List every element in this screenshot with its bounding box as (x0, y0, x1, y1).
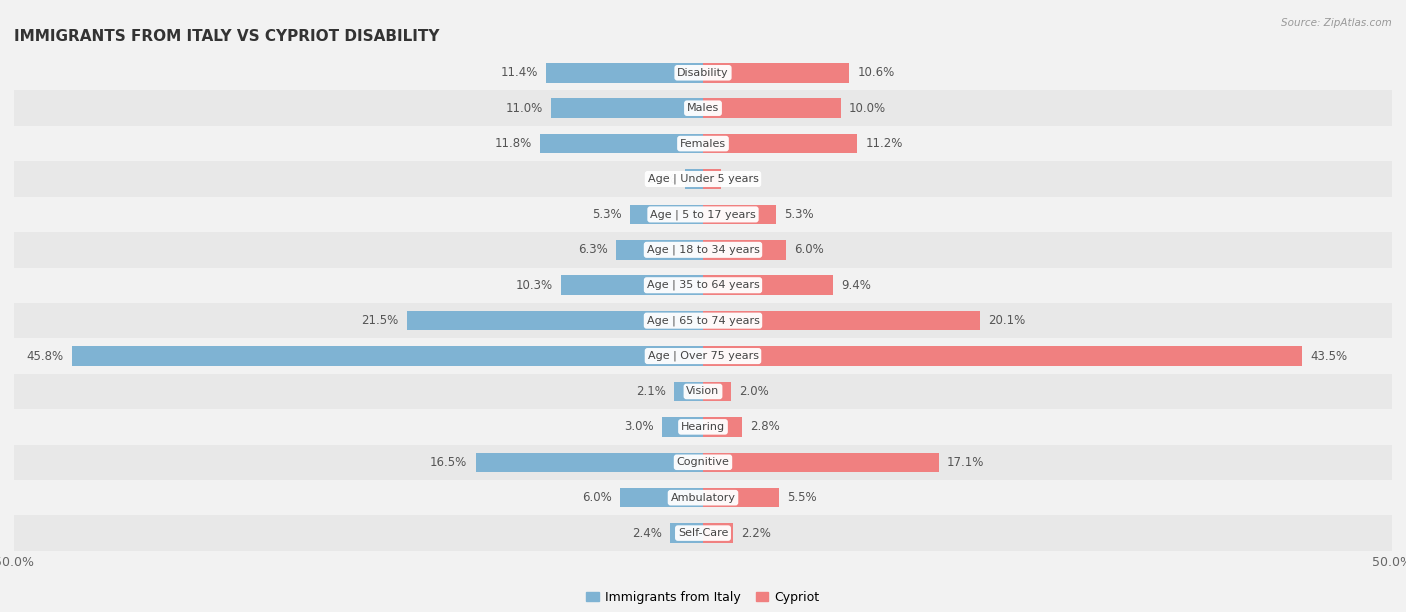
Bar (703, 311, 980, 330)
Bar (703, 170, 721, 188)
Text: Age | 65 to 74 years: Age | 65 to 74 years (647, 315, 759, 326)
Text: 6.3%: 6.3% (578, 244, 607, 256)
Bar (630, 204, 703, 224)
Bar (14, 338, 1392, 374)
Text: 2.8%: 2.8% (749, 420, 779, 433)
Text: 10.3%: 10.3% (516, 278, 553, 292)
Text: 1.3%: 1.3% (730, 173, 759, 185)
Bar (662, 417, 703, 436)
Bar (703, 240, 786, 259)
Text: Age | 18 to 34 years: Age | 18 to 34 years (647, 245, 759, 255)
Bar (14, 374, 1392, 409)
Text: Age | Under 5 years: Age | Under 5 years (648, 174, 758, 184)
Text: Disability: Disability (678, 68, 728, 78)
Bar (14, 409, 1392, 444)
Bar (669, 523, 703, 543)
Bar (703, 452, 939, 472)
Text: 21.5%: 21.5% (361, 314, 398, 327)
Text: 9.4%: 9.4% (841, 278, 870, 292)
Text: 5.3%: 5.3% (785, 208, 814, 221)
Bar (703, 417, 741, 436)
Bar (703, 134, 858, 154)
Text: 11.8%: 11.8% (495, 137, 531, 150)
Text: 11.0%: 11.0% (506, 102, 543, 114)
Bar (673, 382, 703, 401)
Bar (561, 275, 703, 295)
Bar (703, 488, 779, 507)
Bar (703, 275, 832, 295)
Bar (685, 170, 703, 188)
Text: Self-Care: Self-Care (678, 528, 728, 538)
Text: 20.1%: 20.1% (988, 314, 1025, 327)
Text: 43.5%: 43.5% (1310, 349, 1348, 362)
Text: 6.0%: 6.0% (582, 491, 612, 504)
Text: Age | 35 to 64 years: Age | 35 to 64 years (647, 280, 759, 291)
Bar (14, 126, 1392, 162)
Text: 6.0%: 6.0% (794, 244, 824, 256)
Text: 2.4%: 2.4% (631, 526, 662, 540)
Text: Ambulatory: Ambulatory (671, 493, 735, 502)
Bar (14, 232, 1392, 267)
Bar (14, 303, 1392, 338)
Legend: Immigrants from Italy, Cypriot: Immigrants from Italy, Cypriot (581, 586, 825, 609)
Text: IMMIGRANTS FROM ITALY VS CYPRIOT DISABILITY: IMMIGRANTS FROM ITALY VS CYPRIOT DISABIL… (14, 29, 440, 44)
Bar (475, 452, 703, 472)
Bar (14, 267, 1392, 303)
Bar (14, 162, 1392, 196)
Bar (703, 63, 849, 83)
Text: 1.3%: 1.3% (647, 173, 676, 185)
Bar (14, 444, 1392, 480)
Bar (406, 311, 703, 330)
Bar (703, 382, 731, 401)
Text: 5.3%: 5.3% (592, 208, 621, 221)
Bar (546, 63, 703, 83)
Text: 45.8%: 45.8% (27, 349, 63, 362)
Text: Age | 5 to 17 years: Age | 5 to 17 years (650, 209, 756, 220)
Bar (14, 515, 1392, 551)
Text: Age | Over 75 years: Age | Over 75 years (648, 351, 758, 361)
Bar (703, 204, 776, 224)
Text: Males: Males (688, 103, 718, 113)
Bar (14, 55, 1392, 91)
Bar (14, 196, 1392, 232)
Text: 10.6%: 10.6% (858, 66, 894, 80)
Text: 3.0%: 3.0% (624, 420, 654, 433)
Bar (703, 99, 841, 118)
Text: 17.1%: 17.1% (946, 456, 984, 469)
Bar (551, 99, 703, 118)
Text: 2.2%: 2.2% (741, 526, 772, 540)
Text: 5.5%: 5.5% (787, 491, 817, 504)
Text: Vision: Vision (686, 386, 720, 397)
Text: 2.1%: 2.1% (636, 385, 666, 398)
Text: 2.0%: 2.0% (738, 385, 769, 398)
Bar (703, 346, 1302, 366)
Bar (620, 488, 703, 507)
Text: Hearing: Hearing (681, 422, 725, 432)
Text: Females: Females (681, 138, 725, 149)
Text: Cognitive: Cognitive (676, 457, 730, 468)
Text: 11.2%: 11.2% (866, 137, 903, 150)
Bar (72, 346, 703, 366)
Bar (540, 134, 703, 154)
Text: 16.5%: 16.5% (430, 456, 467, 469)
Text: 10.0%: 10.0% (849, 102, 886, 114)
Bar (14, 91, 1392, 126)
Text: Source: ZipAtlas.com: Source: ZipAtlas.com (1281, 18, 1392, 28)
Text: 11.4%: 11.4% (501, 66, 537, 80)
Bar (14, 480, 1392, 515)
Bar (703, 523, 734, 543)
Bar (616, 240, 703, 259)
